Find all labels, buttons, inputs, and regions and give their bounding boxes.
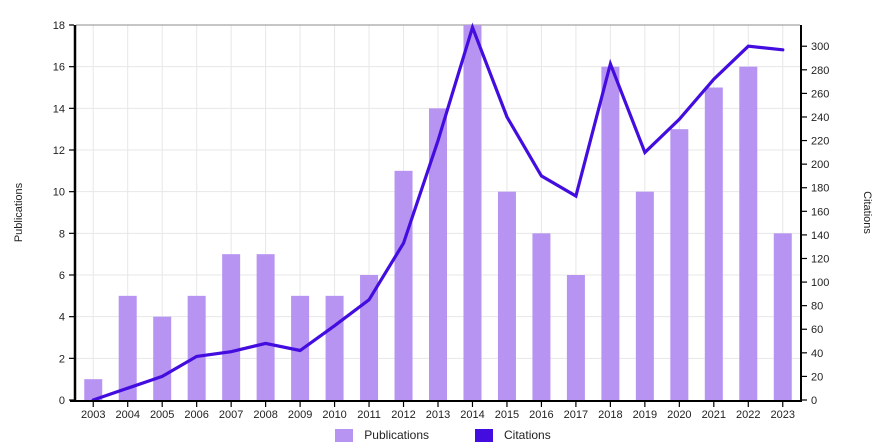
citations-line[interactable] [91, 22, 785, 402]
bar-2011[interactable] [360, 275, 379, 400]
x-tick-label-2019: 2019 [633, 409, 657, 421]
chart-legend: Publications Citations [0, 425, 886, 445]
bar-2016[interactable] [532, 233, 551, 400]
legend-label-citations: Citations [504, 427, 551, 442]
left-tick-label: 2 [59, 353, 65, 365]
right-tick-label: 40 [811, 348, 823, 360]
publications-swatch-icon [335, 428, 354, 442]
x-tick-label-2015: 2015 [495, 409, 519, 421]
right-tick-label: 100 [811, 277, 829, 289]
right-tick-label: 80 [811, 301, 823, 313]
bar-2018[interactable] [601, 66, 620, 401]
right-tick-label: 120 [811, 253, 829, 265]
x-tick-label-2011: 2011 [357, 409, 381, 421]
bar-2021[interactable] [704, 87, 723, 401]
right-tick-label: 160 [811, 206, 829, 218]
x-tick-label-2021: 2021 [702, 409, 726, 421]
left-tick-label: 10 [53, 187, 65, 199]
right-tick-label: 240 [811, 112, 829, 124]
x-tick-label-2009: 2009 [288, 409, 312, 421]
bar-2010[interactable] [325, 295, 344, 400]
x-tick-label-2013: 2013 [426, 409, 450, 421]
bar-2013[interactable] [429, 108, 447, 400]
x-tick-label-2016: 2016 [529, 409, 553, 421]
right-tick-label: 60 [811, 324, 823, 336]
right-tick-label: 180 [811, 183, 829, 195]
legend-item-publications[interactable]: Publications [335, 427, 430, 442]
left-tick-label: 12 [53, 145, 65, 157]
bar-2017[interactable] [566, 275, 585, 400]
bar-2006[interactable] [187, 295, 206, 400]
bar-2020[interactable] [670, 129, 689, 400]
right-tick-label: 140 [811, 230, 829, 242]
left-tick-label: 4 [59, 312, 65, 324]
x-tick-label-2004: 2004 [115, 409, 139, 421]
left-axis-title: Publications [13, 182, 25, 242]
citations-swatch-icon [475, 428, 494, 442]
legend-item-citations[interactable]: Citations [475, 427, 551, 442]
x-tick-label-2017: 2017 [564, 409, 588, 421]
left-tick-label: 0 [59, 395, 65, 407]
x-tick-label-2006: 2006 [184, 409, 208, 421]
bar-2008[interactable] [256, 254, 275, 400]
right-axis-title: Citations [861, 191, 873, 234]
left-tick-label: 18 [53, 20, 65, 32]
bar-2022[interactable] [739, 66, 758, 401]
right-tick-label: 20 [811, 371, 823, 383]
x-tick-label-2014: 2014 [460, 409, 484, 421]
left-tick-label: 16 [53, 62, 65, 74]
bar-2009[interactable] [291, 295, 310, 400]
x-tick-label-2007: 2007 [219, 409, 243, 421]
bar-2023[interactable] [773, 233, 792, 400]
left-tick-label: 14 [53, 103, 65, 115]
bar-2004[interactable] [118, 295, 137, 400]
x-tick-label-2023: 2023 [771, 409, 795, 421]
bar-2014[interactable] [463, 25, 482, 400]
left-tick-label: 8 [59, 228, 65, 240]
bar-2015[interactable] [497, 191, 516, 400]
right-tick-label: 0 [811, 395, 817, 407]
x-tick-label-2010: 2010 [322, 409, 346, 421]
right-tick-label: 260 [811, 88, 829, 100]
bar-2005[interactable] [153, 316, 172, 400]
x-tick-label-2008: 2008 [253, 409, 277, 421]
right-tick-label: 220 [811, 136, 829, 148]
bar-2003[interactable] [84, 379, 103, 400]
legend-label-publications: Publications [364, 427, 430, 442]
x-tick-label-2018: 2018 [598, 409, 622, 421]
chart-canvas: 0246810121416180204060801001201401601802… [13, 20, 873, 421]
x-tick-label-2005: 2005 [150, 409, 174, 421]
x-tick-label-2020: 2020 [667, 409, 691, 421]
x-tick-label-2012: 2012 [391, 409, 415, 421]
right-tick-label: 200 [811, 159, 829, 171]
x-tick-label-2022: 2022 [736, 409, 760, 421]
bar-2007[interactable] [222, 254, 241, 400]
right-tick-label: 300 [811, 41, 829, 53]
left-tick-label: 6 [59, 270, 65, 282]
bar-2012[interactable] [394, 170, 413, 400]
bar-2019[interactable] [635, 191, 654, 400]
x-tick-label-2003: 2003 [81, 409, 105, 421]
right-tick-label: 280 [811, 65, 829, 77]
